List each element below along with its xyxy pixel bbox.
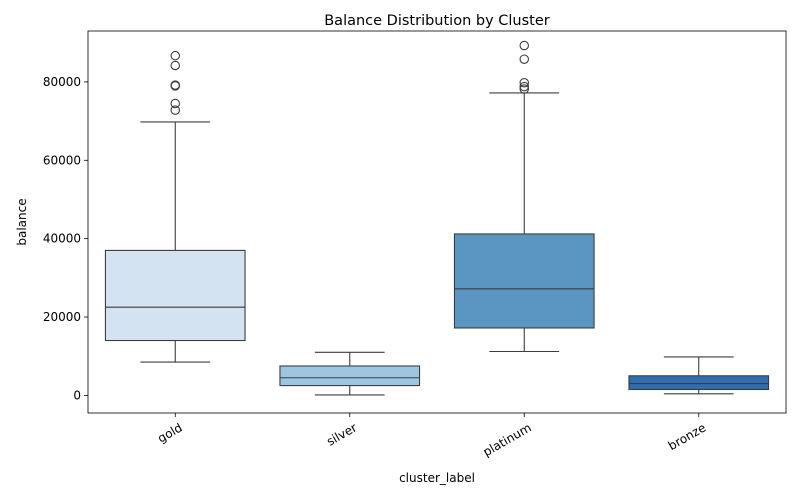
box-iqr <box>279 365 421 387</box>
outlier-point <box>519 84 529 94</box>
outlier-point <box>170 50 181 61</box>
x-tick-label-gold: gold <box>155 420 184 445</box>
x-axis-label: cluster_label <box>399 471 475 485</box>
x-axis: gold silver platinum bronze <box>155 413 708 459</box>
y-tick-label: 60000 <box>43 153 81 167</box>
y-axis-label: balance <box>15 198 29 245</box>
y-tick-label: 40000 <box>43 232 81 246</box>
outlier-point <box>170 60 181 71</box>
box-bronze <box>628 356 770 395</box>
y-tick-label: 20000 <box>43 310 81 324</box>
x-tick-label-platinum: platinum <box>481 420 534 459</box>
box-silver <box>279 351 421 396</box>
chart-title: Balance Distribution by Cluster <box>324 13 550 29</box>
outlier-point <box>519 81 529 92</box>
plot-area-frame <box>87 30 787 414</box>
y-axis: 0 20000 40000 60000 80000 <box>43 75 88 402</box>
x-tick-label-silver: silver <box>324 420 359 448</box>
box-gold <box>104 50 246 363</box>
box-platinum <box>453 40 595 353</box>
outlier-point <box>170 98 181 109</box>
outlier-point <box>170 80 181 90</box>
outlier-point <box>519 77 529 88</box>
y-tick-label: 0 <box>73 388 81 402</box>
outlier-point <box>519 40 529 51</box>
box-iqr <box>453 233 595 329</box>
box-iqr <box>104 249 246 342</box>
outlier-point <box>170 105 181 115</box>
box-iqr <box>628 375 770 391</box>
outlier-point <box>519 54 529 64</box>
y-tick-label: 80000 <box>43 75 81 89</box>
x-tick-label-bronze: bronze <box>666 420 708 453</box>
boxes-layer <box>104 40 770 396</box>
